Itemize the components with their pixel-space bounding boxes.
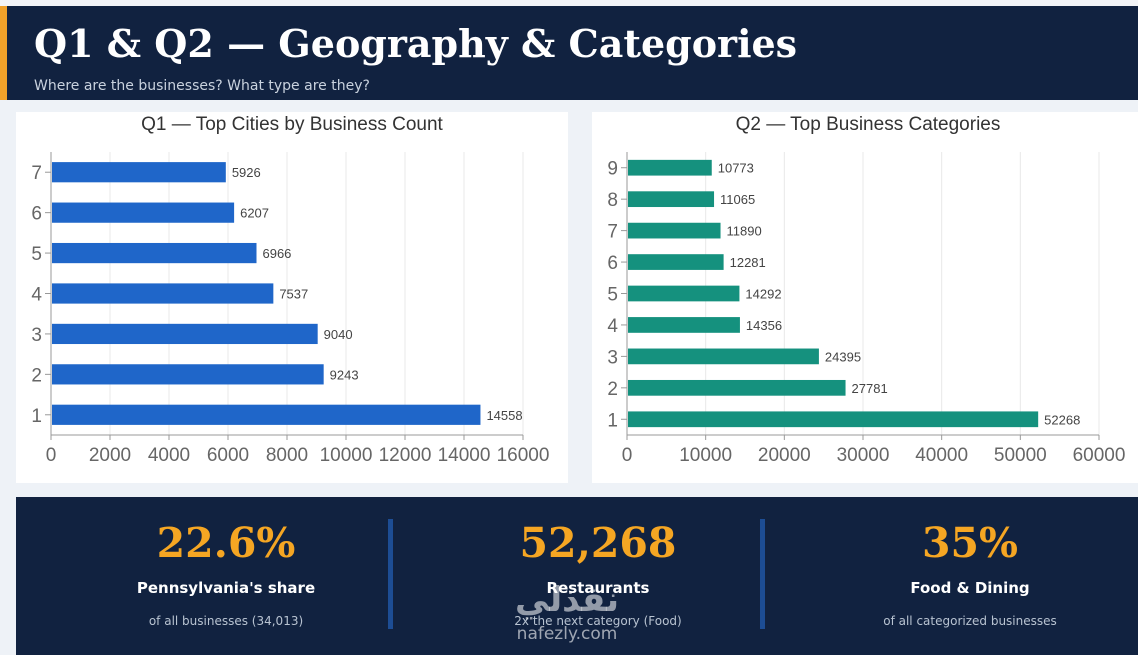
data-label: 11065 — [720, 192, 755, 207]
data-label: 52268 — [1044, 412, 1080, 427]
y-tick-label: 5 — [607, 285, 618, 306]
x-tick-label: 40000 — [915, 445, 968, 466]
chart-q1-top-cities: Q1 — Top Cities by Business Count 0 2000 40… — [31, 114, 550, 466]
x-tick-label: 14000 — [438, 445, 491, 466]
x-tick-label: 4000 — [148, 445, 190, 466]
kpi-band: 22.6% Pennsylvania's share of all busine… — [16, 497, 1138, 655]
kpi-value: 22.6% — [156, 519, 296, 567]
bar — [52, 283, 274, 304]
kpi-card-food-dining: 35% Food & Dining of all categorized bus… — [790, 497, 1138, 655]
bar — [628, 222, 721, 239]
bar — [52, 242, 257, 264]
chart-title: Q1 — Top Cities by Business Count — [141, 114, 443, 135]
page-title: Q1 & Q2 — Geography & Categories — [34, 21, 798, 66]
bar — [52, 323, 318, 345]
data-label: 7537 — [279, 287, 308, 302]
data-label: 27781 — [852, 381, 888, 396]
kpi-card-pennsylvania: 22.6% Pennsylvania's share of all busine… — [46, 497, 406, 655]
data-label: 14356 — [746, 318, 782, 333]
header-accent-bar — [0, 6, 7, 100]
kpi-description: of all businesses (34,013) — [148, 614, 304, 628]
bar — [52, 162, 226, 183]
y-tick-label: 7 — [31, 163, 42, 184]
bar — [628, 159, 712, 176]
x-tick-label: 20000 — [758, 445, 811, 466]
data-label: 11890 — [727, 224, 762, 239]
x-tick-label: 2000 — [89, 445, 131, 466]
kpi-divider — [388, 519, 393, 629]
y-tick-label: 2 — [31, 365, 42, 386]
data-label: 12281 — [730, 255, 766, 270]
page-header: Q1 & Q2 — Geography & Categories Where a… — [0, 6, 1138, 100]
y-tick-label: 3 — [607, 347, 618, 368]
y-tick-label: 8 — [607, 190, 618, 211]
kpi-label: Pennsylvania's share — [136, 579, 316, 597]
x-tick-label: 6000 — [207, 445, 249, 466]
x-tick-label: 16000 — [497, 445, 550, 466]
data-label: 14558 — [486, 408, 522, 423]
bar — [628, 285, 740, 302]
chart-panel-q1: Q1 — Top Cities by Business Count 0 2000 40… — [16, 112, 568, 483]
kpi-card-restaurants: 52,268 Restaurants 2x the next category … — [418, 497, 778, 655]
kpi-value: 52,268 — [519, 519, 677, 567]
y-tick-label: 9 — [607, 159, 618, 180]
bar — [52, 404, 481, 425]
y-tick-label: 5 — [31, 244, 42, 265]
data-label: 9040 — [324, 327, 353, 342]
data-label: 10773 — [718, 161, 754, 176]
y-tick-label: 1 — [607, 410, 618, 431]
kpi-label: Restaurants — [546, 579, 650, 597]
kpi-divider — [760, 519, 765, 629]
x-tick-label: 10000 — [679, 445, 732, 466]
data-label: 9243 — [330, 367, 359, 382]
y-tick-label: 6 — [31, 204, 42, 225]
x-tick-label: 0 — [622, 445, 633, 466]
data-label: 14292 — [745, 287, 781, 302]
y-tick-label: 3 — [31, 325, 42, 346]
watermark-logo: نفذلي nafezly.com — [497, 580, 637, 652]
kpi-description: 2x the next category (Food) — [514, 614, 682, 628]
bar — [52, 202, 235, 223]
y-tick-label: 1 — [31, 406, 42, 427]
kpi-label: Food & Dining — [910, 579, 1030, 597]
watermark-arabic: نفذلي — [514, 580, 620, 620]
x-tick-label: 10000 — [320, 445, 373, 466]
x-tick-label: 50000 — [994, 445, 1047, 466]
x-tick-label: 30000 — [837, 445, 890, 466]
bar — [628, 254, 724, 270]
x-tick-label: 0 — [46, 445, 57, 466]
bar — [628, 191, 715, 208]
bar — [628, 379, 846, 396]
kpi-value: 35% — [921, 519, 1018, 567]
bar — [628, 411, 1039, 428]
y-tick-label: 2 — [607, 379, 618, 400]
chart-title: Q2 — Top Business Categories — [736, 114, 1001, 135]
bar — [628, 348, 819, 365]
data-label: 5926 — [232, 165, 261, 180]
y-tick-label: 4 — [607, 316, 618, 337]
data-label: 6207 — [240, 206, 269, 221]
y-tick-label: 6 — [607, 253, 618, 274]
y-tick-label: 7 — [607, 222, 618, 243]
x-tick-label: 60000 — [1073, 445, 1126, 466]
watermark-url: nafezly.com — [516, 624, 618, 644]
page-subtitle: Where are the businesses? What type are … — [34, 78, 370, 94]
x-tick-label: 12000 — [379, 445, 432, 466]
chart-q2-top-categories: Q2 — Top Business Categories 0 10000 20000 3… — [607, 114, 1126, 466]
kpi-description: of all categorized businesses — [883, 614, 1057, 628]
bar — [52, 364, 324, 385]
chart-panel-q2: Q2 — Top Business Categories 0 10000 20000 3… — [592, 112, 1138, 483]
x-tick-label: 8000 — [266, 445, 308, 466]
top-strip — [0, 0, 1138, 6]
y-tick-label: 4 — [31, 285, 42, 306]
data-label: 24395 — [825, 349, 861, 364]
bar — [628, 317, 740, 333]
data-label: 6966 — [262, 246, 291, 261]
